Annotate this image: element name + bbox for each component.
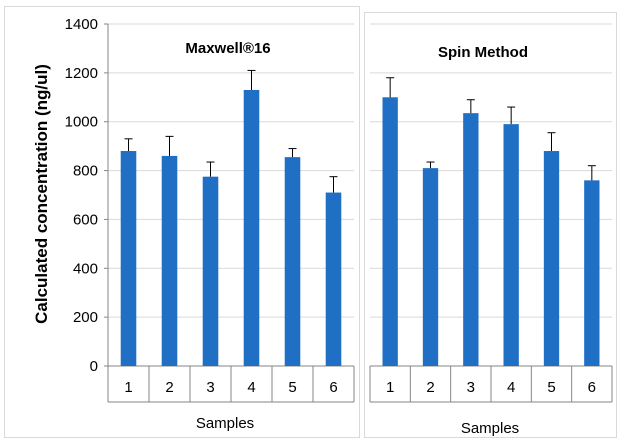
bar <box>422 168 439 366</box>
bar <box>382 97 398 367</box>
y-tick-label: 1400 <box>65 16 98 33</box>
bar <box>120 151 137 366</box>
y-tick-label: 800 <box>73 163 98 180</box>
y-tick-label: 1000 <box>65 114 98 131</box>
y-tick-label: 1200 <box>65 65 98 82</box>
x-tick-label: 2 <box>165 379 173 396</box>
x-tick-label: 2 <box>426 379 434 396</box>
y-tick-label: 0 <box>90 358 98 375</box>
bar <box>584 180 600 366</box>
bar <box>325 192 342 366</box>
x-tick-label: 3 <box>206 379 214 396</box>
x-tick-label: 1 <box>386 379 394 396</box>
bar <box>202 176 219 366</box>
x-axis-title-maxwell: Samples <box>196 415 254 432</box>
chart-title-spin: Spin Method <box>438 44 528 61</box>
x-tick-label: 4 <box>507 379 515 396</box>
y-tick-label: 400 <box>73 260 98 277</box>
x-tick-label: 6 <box>329 379 337 396</box>
x-tick-label: 6 <box>588 379 596 396</box>
bar <box>463 113 479 367</box>
bar <box>503 124 519 367</box>
x-tick-label: 4 <box>247 379 255 396</box>
y-tick-label: 600 <box>73 211 98 228</box>
bar <box>543 151 560 366</box>
y-axis-title: Calculated concentration (ng/ul) <box>32 64 51 324</box>
x-axis-title-spin: Samples <box>461 420 519 437</box>
y-tick-label: 200 <box>73 309 98 326</box>
bar <box>284 157 301 366</box>
x-tick-label: 1 <box>124 379 132 396</box>
x-tick-label: 5 <box>547 379 555 396</box>
chart-title-maxwell: Maxwell®16 <box>185 40 270 57</box>
x-tick-label: 5 <box>288 379 296 396</box>
x-tick-label: 3 <box>467 379 475 396</box>
bar <box>243 89 260 366</box>
bar <box>161 155 178 366</box>
